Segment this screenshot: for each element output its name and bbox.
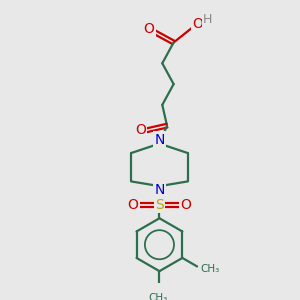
Text: N: N [154, 183, 165, 197]
Text: H: H [203, 13, 212, 26]
Text: O: O [181, 198, 191, 212]
Text: S: S [155, 198, 164, 212]
Text: O: O [135, 123, 146, 137]
Text: O: O [193, 16, 204, 31]
Text: O: O [144, 22, 154, 36]
Text: O: O [128, 198, 138, 212]
Text: CH₃: CH₃ [201, 264, 220, 274]
Text: CH₃: CH₃ [148, 292, 167, 300]
Text: N: N [154, 133, 165, 147]
